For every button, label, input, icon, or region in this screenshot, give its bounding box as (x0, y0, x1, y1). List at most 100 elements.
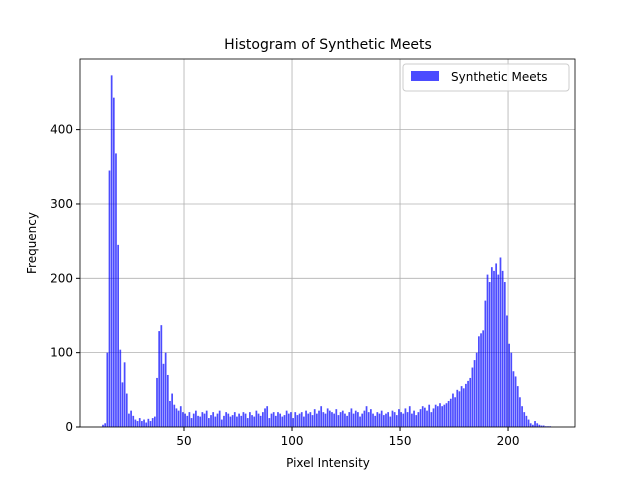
bar (285, 410, 288, 427)
bar (385, 413, 387, 427)
bar (441, 406, 444, 427)
bar (251, 415, 253, 427)
bar (270, 413, 273, 427)
bar (523, 412, 526, 427)
bar (106, 352, 109, 427)
bar (482, 330, 485, 427)
bar (510, 352, 513, 427)
bar (203, 413, 206, 427)
bar (238, 413, 240, 427)
bar (411, 413, 413, 427)
bar (264, 408, 266, 427)
bar (374, 415, 377, 427)
bar (261, 412, 264, 427)
bar (462, 388, 465, 427)
bar (408, 406, 411, 427)
bar (536, 423, 539, 427)
bar (391, 410, 394, 427)
bar (156, 377, 158, 427)
bar (290, 412, 292, 427)
bar (223, 415, 225, 427)
bar (400, 412, 402, 427)
bar (197, 415, 199, 427)
bar (125, 393, 128, 427)
bar (473, 360, 476, 427)
bar (428, 404, 431, 427)
bar (348, 412, 351, 427)
bar (346, 415, 348, 427)
bar (382, 415, 385, 427)
bar (395, 415, 398, 427)
bar (514, 376, 517, 427)
bar (497, 274, 500, 427)
bar (469, 377, 472, 427)
bar (333, 413, 336, 427)
bar (490, 267, 493, 427)
bar (151, 418, 154, 427)
bar (387, 412, 390, 427)
bar (320, 406, 323, 427)
legend-box (402, 63, 570, 92)
bar (220, 419, 223, 427)
bar (540, 425, 543, 427)
bar (138, 418, 141, 427)
bar (521, 406, 523, 427)
bar (493, 270, 495, 427)
bar (294, 412, 297, 427)
bar (195, 410, 197, 427)
bar (287, 413, 290, 427)
bar (357, 412, 359, 427)
bar (361, 413, 364, 427)
bar (538, 424, 541, 427)
bar (147, 418, 150, 427)
bar (318, 410, 320, 427)
bar (529, 423, 532, 427)
bar (132, 415, 135, 427)
bar (525, 415, 528, 427)
bar (344, 413, 346, 427)
bar (205, 410, 208, 427)
bar (331, 412, 333, 427)
bar (398, 409, 400, 427)
bar (315, 413, 318, 427)
x-tick-label: 50 (176, 434, 191, 448)
bar (402, 413, 405, 427)
bar (434, 404, 437, 427)
bar (439, 403, 441, 427)
bar (240, 415, 243, 427)
bar (326, 408, 329, 427)
bar (110, 75, 113, 427)
bar (279, 413, 282, 427)
bar (432, 408, 435, 427)
bar (436, 406, 439, 427)
bar (452, 393, 454, 427)
bar (421, 406, 424, 427)
bar (443, 404, 446, 427)
bar (532, 424, 534, 427)
bar (192, 413, 195, 427)
bar (115, 153, 117, 427)
bar (274, 415, 277, 427)
bar (393, 412, 396, 427)
bar (300, 412, 303, 427)
bar (488, 282, 491, 427)
bar (218, 410, 221, 427)
bar (268, 418, 271, 427)
bar (153, 416, 156, 427)
bar (188, 412, 191, 427)
bar (249, 412, 251, 427)
bar (108, 170, 111, 428)
bar (376, 412, 379, 427)
bar (495, 263, 498, 427)
bar (166, 374, 169, 427)
x-tick-label: 150 (389, 434, 412, 448)
bar (199, 416, 202, 427)
bar (259, 415, 262, 427)
bar (171, 393, 173, 427)
bar (430, 412, 433, 427)
bar (296, 415, 299, 427)
bar (335, 409, 338, 427)
bar (136, 421, 139, 427)
bar (117, 244, 119, 427)
